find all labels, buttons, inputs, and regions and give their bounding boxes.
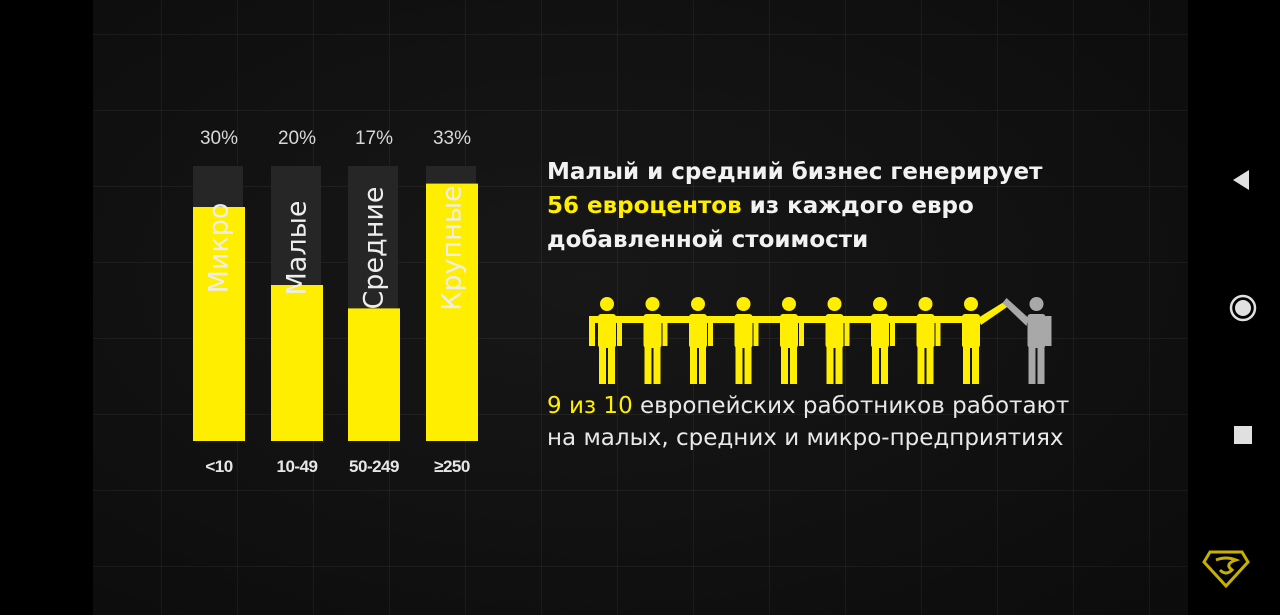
range-label-3: 50-249 xyxy=(349,457,399,476)
category-label-2: Малые xyxy=(281,200,313,296)
workers-pictogram xyxy=(589,297,1052,384)
range-label-1: <10 xyxy=(205,457,233,476)
superman-shield-logo-icon xyxy=(1202,550,1250,588)
category-label-4: Крупные xyxy=(436,185,468,311)
headline-line2-rest: из каждого евро xyxy=(741,193,974,219)
value-label-3: 17% xyxy=(354,128,394,149)
workers-text: 9 из 10 европейских работников работают … xyxy=(547,390,1167,454)
workers-line1-rest: европейских работников работают xyxy=(632,393,1070,419)
range-label-4: ≥250 xyxy=(434,457,470,476)
headline-line2: 56 евроцентов из каждого евро xyxy=(547,189,1147,223)
person-icon-6 xyxy=(811,297,859,384)
home-icon[interactable] xyxy=(1228,293,1258,323)
category-label-1: Микро xyxy=(203,202,235,294)
person-icon-5 xyxy=(766,297,813,384)
person-icon-2 xyxy=(629,297,677,384)
headline-line1: Малый и средний бизнес генерирует xyxy=(547,159,1043,185)
recents-icon[interactable] xyxy=(1233,425,1253,445)
category-label-3: Средние xyxy=(358,186,390,310)
value-label-4: 33% xyxy=(432,128,472,149)
range-label-2: 10-49 xyxy=(276,457,318,476)
workers-line2: на малых, средних и микро-предприятиях xyxy=(547,425,1064,451)
headline-line3: добавленной стоимости xyxy=(547,227,869,253)
workers-line1: 9 из 10 европейских работников работают xyxy=(547,390,1167,422)
person-icon-1 xyxy=(589,297,631,384)
person-icon-3 xyxy=(675,297,722,384)
headline: Малый и средний бизнес генерирует 56 евр… xyxy=(547,155,1147,257)
person-icon-7 xyxy=(857,297,904,384)
headline-highlight: 56 евроцентов xyxy=(547,193,742,219)
person-icon-9 xyxy=(948,297,1010,384)
system-navigation-bar xyxy=(1188,0,1280,615)
value-label-1: 30% xyxy=(199,128,239,149)
value-label-2: 20% xyxy=(277,128,317,149)
person-icon-10 xyxy=(1002,297,1052,384)
workers-highlight: 9 из 10 xyxy=(547,393,633,419)
person-icon-4 xyxy=(720,297,768,384)
person-icon-8 xyxy=(902,297,950,384)
back-icon[interactable] xyxy=(1230,168,1252,192)
